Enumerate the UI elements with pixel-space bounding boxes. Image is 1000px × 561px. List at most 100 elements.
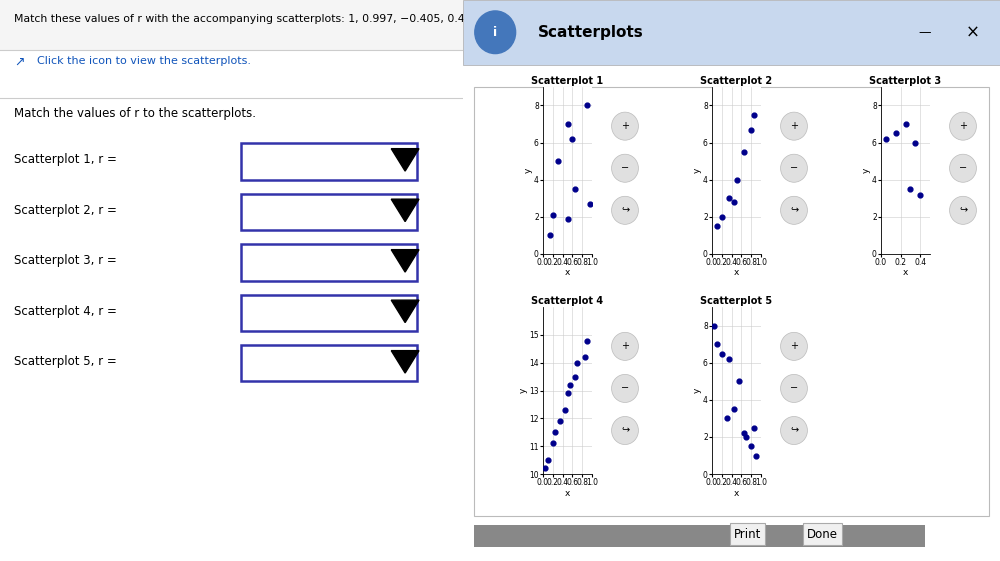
- Point: [560, 214, 576, 223]
- Point: [560, 389, 576, 398]
- Polygon shape: [391, 250, 419, 272]
- Y-axis label: y: y: [693, 388, 702, 393]
- Point: [721, 355, 737, 364]
- Y-axis label: y: y: [524, 168, 533, 173]
- Point: [721, 194, 737, 203]
- Text: Print: Print: [734, 527, 761, 541]
- Point: [728, 175, 744, 184]
- Point: [714, 349, 730, 358]
- Text: +: +: [790, 121, 798, 131]
- Text: ↗: ↗: [14, 56, 24, 69]
- Title: Scatterplot 2: Scatterplot 2: [700, 76, 773, 86]
- Y-axis label: y: y: [862, 168, 871, 173]
- Point: [540, 456, 556, 465]
- Y-axis label: y: y: [519, 388, 528, 393]
- Text: +: +: [790, 341, 798, 351]
- Bar: [241, 244, 417, 280]
- Bar: [241, 345, 417, 381]
- X-axis label: x: x: [734, 268, 739, 277]
- Point: [714, 212, 730, 221]
- X-axis label: x: x: [565, 489, 570, 498]
- Point: [706, 321, 722, 330]
- Text: −: −: [790, 383, 798, 393]
- Circle shape: [612, 154, 638, 182]
- Point: [731, 377, 747, 386]
- Circle shape: [781, 332, 807, 360]
- Point: [557, 406, 573, 415]
- Y-axis label: y: y: [693, 168, 702, 173]
- Text: −: −: [621, 383, 629, 393]
- Text: i: i: [493, 26, 497, 39]
- Circle shape: [781, 374, 807, 402]
- Point: [545, 439, 561, 448]
- Circle shape: [612, 196, 638, 224]
- Polygon shape: [391, 300, 419, 323]
- Circle shape: [781, 112, 807, 140]
- Text: Match the values of r to the scatterplots.: Match the values of r to the scatterplot…: [14, 107, 256, 119]
- Point: [569, 358, 585, 367]
- Circle shape: [781, 416, 807, 444]
- Point: [567, 372, 583, 381]
- Point: [726, 404, 742, 413]
- Point: [736, 148, 752, 157]
- Text: Scatterplot 2, r =: Scatterplot 2, r =: [14, 204, 117, 217]
- Point: [907, 138, 923, 147]
- Text: Scatterplot 5, r =: Scatterplot 5, r =: [14, 355, 117, 369]
- Bar: [463, 0, 1000, 65]
- Point: [743, 442, 759, 450]
- Polygon shape: [391, 351, 419, 373]
- Point: [552, 417, 568, 426]
- X-axis label: x: x: [903, 268, 908, 277]
- Point: [579, 101, 595, 110]
- Point: [709, 340, 725, 349]
- Text: ↪: ↪: [790, 205, 798, 215]
- Text: ↪: ↪: [959, 205, 967, 215]
- X-axis label: x: x: [734, 489, 739, 498]
- Title: Scatterplot 4: Scatterplot 4: [531, 296, 604, 306]
- Point: [560, 119, 576, 128]
- Title: Scatterplot 5: Scatterplot 5: [700, 296, 773, 306]
- Text: Done: Done: [807, 527, 838, 541]
- Point: [709, 222, 725, 231]
- Circle shape: [950, 112, 976, 140]
- Point: [545, 210, 561, 219]
- Polygon shape: [391, 199, 419, 222]
- Text: —: —: [919, 26, 931, 39]
- Title: Scatterplot 1: Scatterplot 1: [531, 76, 604, 86]
- Text: ↪: ↪: [621, 205, 629, 215]
- Point: [726, 197, 742, 206]
- Point: [888, 129, 904, 138]
- Point: [537, 464, 553, 473]
- Circle shape: [612, 332, 638, 360]
- Text: Scatterplot 3, r =: Scatterplot 3, r =: [14, 254, 117, 268]
- Bar: [241, 295, 417, 331]
- X-axis label: x: x: [565, 268, 570, 277]
- Point: [582, 199, 598, 208]
- Point: [719, 414, 735, 423]
- Text: −: −: [790, 163, 798, 173]
- Circle shape: [612, 374, 638, 402]
- Circle shape: [612, 112, 638, 140]
- Point: [564, 135, 580, 144]
- Bar: [474, 525, 925, 547]
- Text: +: +: [621, 341, 629, 351]
- Title: Scatterplot 3: Scatterplot 3: [869, 76, 942, 86]
- Point: [746, 111, 762, 119]
- Text: Scatterplot 1, r =: Scatterplot 1, r =: [14, 153, 117, 167]
- Bar: [474, 87, 989, 516]
- Bar: [241, 194, 417, 230]
- Circle shape: [950, 196, 976, 224]
- Bar: [0, 0, 463, 50]
- Text: ↪: ↪: [621, 425, 629, 435]
- Point: [878, 135, 894, 144]
- Circle shape: [781, 196, 807, 224]
- Text: ↪: ↪: [790, 425, 798, 435]
- Circle shape: [612, 416, 638, 444]
- Point: [567, 185, 583, 194]
- Point: [577, 353, 593, 362]
- Point: [550, 157, 566, 165]
- Text: +: +: [959, 121, 967, 131]
- Point: [748, 451, 764, 460]
- Point: [746, 423, 762, 432]
- Text: ×: ×: [966, 23, 980, 42]
